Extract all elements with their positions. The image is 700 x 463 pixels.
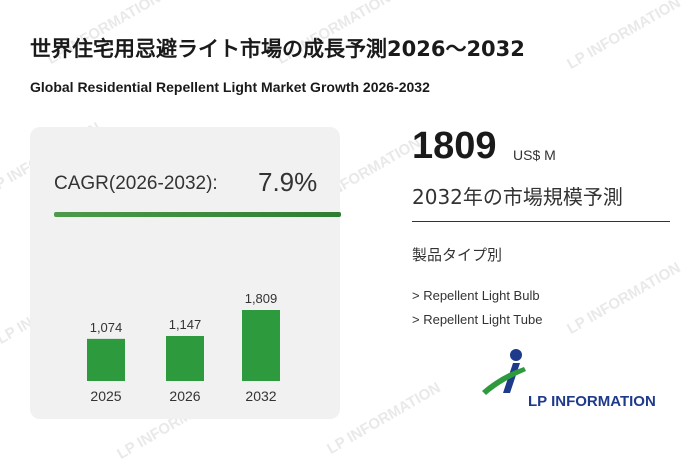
bar-value-label: 1,809	[245, 291, 278, 306]
bar-2032	[242, 310, 280, 381]
x-tick-label: 2025	[90, 388, 121, 404]
segment-item[interactable]: > Repellent Light Bulb	[412, 288, 540, 303]
bar-value-label: 1,074	[90, 320, 123, 335]
forecast-unit: US$ M	[513, 147, 556, 163]
watermark: LP INFORMATION	[564, 259, 684, 338]
cagr-label: CAGR(2026-2032):	[54, 173, 218, 194]
segment-title: 製品タイプ別	[412, 246, 503, 264]
x-tick-label: 2032	[245, 388, 276, 404]
watermark: LP INFORMATION	[324, 379, 444, 458]
bar-chart: 1,074 2025 1,147 2026 1,809 2032	[87, 291, 280, 404]
watermark: LP INFORMATION	[564, 0, 684, 73]
brand-name: LP INFORMATION	[528, 393, 656, 410]
forecast-caption: 2032年の市場規模予測	[412, 185, 623, 209]
page-title: 世界住宅用忌避ライト市場の成長予測2026～2032	[30, 37, 525, 61]
lp-logo-icon	[482, 349, 526, 395]
forecast-value: 1809	[412, 125, 497, 167]
cagr-underline	[54, 212, 341, 217]
page-subtitle: Global Residential Repellent Light Marke…	[30, 79, 430, 95]
bar-2026	[166, 335, 204, 381]
cagr-value: 7.9%	[258, 167, 318, 197]
segment-item[interactable]: > Repellent Light Tube	[412, 312, 543, 327]
divider	[412, 221, 670, 222]
bar-value-label: 1,147	[169, 317, 202, 332]
bar-2025	[87, 338, 125, 381]
x-tick-label: 2026	[169, 388, 200, 404]
